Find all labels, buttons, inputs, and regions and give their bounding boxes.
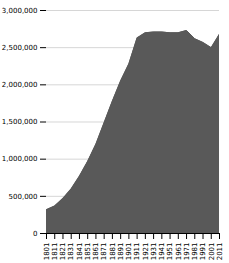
svg-text:1951: 1951 xyxy=(166,243,174,261)
svg-text:2,500,000: 2,500,000 xyxy=(2,44,38,52)
svg-text:1831: 1831 xyxy=(67,243,75,261)
svg-text:1861: 1861 xyxy=(92,243,100,261)
svg-text:1,000,000: 1,000,000 xyxy=(2,155,38,163)
svg-text:1971: 1971 xyxy=(183,243,191,261)
svg-text:1891: 1891 xyxy=(117,243,125,261)
svg-text:1,500,000: 1,500,000 xyxy=(2,118,38,126)
svg-text:500,000: 500,000 xyxy=(9,193,38,201)
svg-text:1931: 1931 xyxy=(150,243,158,261)
svg-text:1841: 1841 xyxy=(76,243,84,261)
svg-text:3,000,000: 3,000,000 xyxy=(2,7,38,15)
svg-text:1821: 1821 xyxy=(59,243,67,261)
svg-text:1881: 1881 xyxy=(109,243,117,261)
svg-text:1871: 1871 xyxy=(100,243,108,261)
svg-text:1901: 1901 xyxy=(125,243,133,261)
svg-text:1801: 1801 xyxy=(43,243,51,261)
svg-text:0: 0 xyxy=(33,230,37,238)
svg-text:1851: 1851 xyxy=(84,243,92,261)
svg-text:2001: 2001 xyxy=(208,243,216,261)
svg-text:1921: 1921 xyxy=(142,243,150,261)
svg-text:1961: 1961 xyxy=(175,243,183,261)
svg-text:1911: 1911 xyxy=(133,243,141,261)
svg-text:1811: 1811 xyxy=(51,243,59,261)
svg-text:2,000,000: 2,000,000 xyxy=(2,81,38,89)
svg-text:1981: 1981 xyxy=(191,243,199,261)
svg-text:1941: 1941 xyxy=(158,243,166,261)
svg-text:1991: 1991 xyxy=(199,243,207,261)
svg-text:2011: 2011 xyxy=(216,243,224,261)
